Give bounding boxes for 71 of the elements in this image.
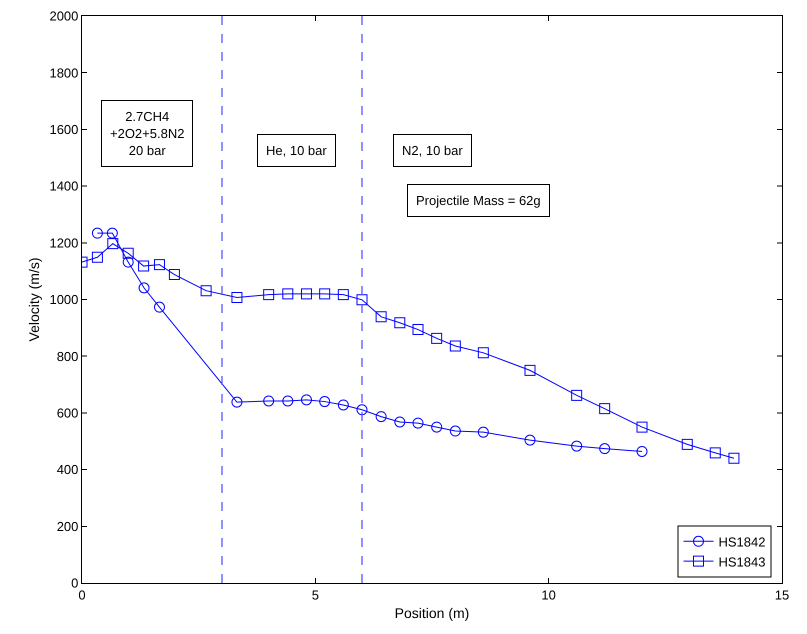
y-tick-label: 1800 <box>49 65 78 80</box>
point <box>122 248 134 259</box>
point <box>319 396 330 408</box>
point <box>92 252 103 263</box>
point <box>92 228 103 239</box>
point <box>478 347 489 358</box>
y-tick-label: 600 <box>56 405 78 420</box>
legend-label: HS1843 <box>718 554 766 570</box>
point <box>571 390 582 401</box>
point <box>138 282 150 294</box>
point <box>431 332 442 344</box>
y-tick-label: 1200 <box>49 235 78 250</box>
point <box>728 452 740 464</box>
point <box>356 404 368 416</box>
point <box>376 311 387 322</box>
x-tick-label: 15 <box>774 588 790 603</box>
annotation: 2.7CH4 +2O2+5.8N2 20 bar <box>110 109 184 158</box>
point <box>319 288 330 300</box>
x-tick-label: 5 <box>312 588 319 603</box>
annotation: N2, 10 bar <box>402 143 464 158</box>
point <box>599 443 610 454</box>
point <box>376 411 387 422</box>
point <box>300 394 312 406</box>
point <box>338 399 349 410</box>
point <box>599 403 610 414</box>
point <box>478 426 489 438</box>
point <box>524 364 536 376</box>
point <box>394 416 406 428</box>
point <box>682 438 693 450</box>
point <box>450 340 461 352</box>
x-axis-title: Position (m) <box>394 604 470 621</box>
point <box>200 285 212 296</box>
point <box>356 294 368 306</box>
point <box>282 288 294 300</box>
y-tick-label: 0 <box>71 576 78 591</box>
point <box>338 289 349 300</box>
y-tick-label: 1400 <box>49 178 78 194</box>
point <box>263 289 274 300</box>
point <box>122 256 134 268</box>
point <box>450 426 461 437</box>
point <box>154 302 165 313</box>
x-tick-label: 10 <box>541 588 556 603</box>
annotation: He, 10 bar <box>266 143 328 158</box>
point <box>412 418 424 429</box>
y-tick-label: 800 <box>56 348 78 364</box>
point <box>431 422 442 433</box>
point <box>154 259 165 270</box>
legend-label: HS1842 <box>718 534 766 550</box>
y-tick-label: 1600 <box>49 122 78 137</box>
point <box>138 260 150 272</box>
y-axis-title: Velocity (m/s) <box>26 257 42 342</box>
y-tick-label: 400 <box>56 462 78 478</box>
point <box>231 396 242 408</box>
point <box>106 228 118 239</box>
y-tick-label: 1000 <box>49 292 78 308</box>
y-tick-label: 200 <box>56 518 78 534</box>
point <box>300 288 312 300</box>
point <box>107 238 118 250</box>
y-tick-label: 2000 <box>49 8 78 24</box>
point <box>571 440 582 452</box>
annotation: Projectile Mass = 62g <box>416 193 541 208</box>
point <box>282 395 294 406</box>
point <box>394 317 406 328</box>
point <box>636 446 648 457</box>
point <box>168 269 180 280</box>
point <box>710 447 721 458</box>
point <box>636 422 648 433</box>
point <box>524 434 536 446</box>
point <box>231 292 242 304</box>
point <box>412 324 424 336</box>
point <box>263 395 274 406</box>
